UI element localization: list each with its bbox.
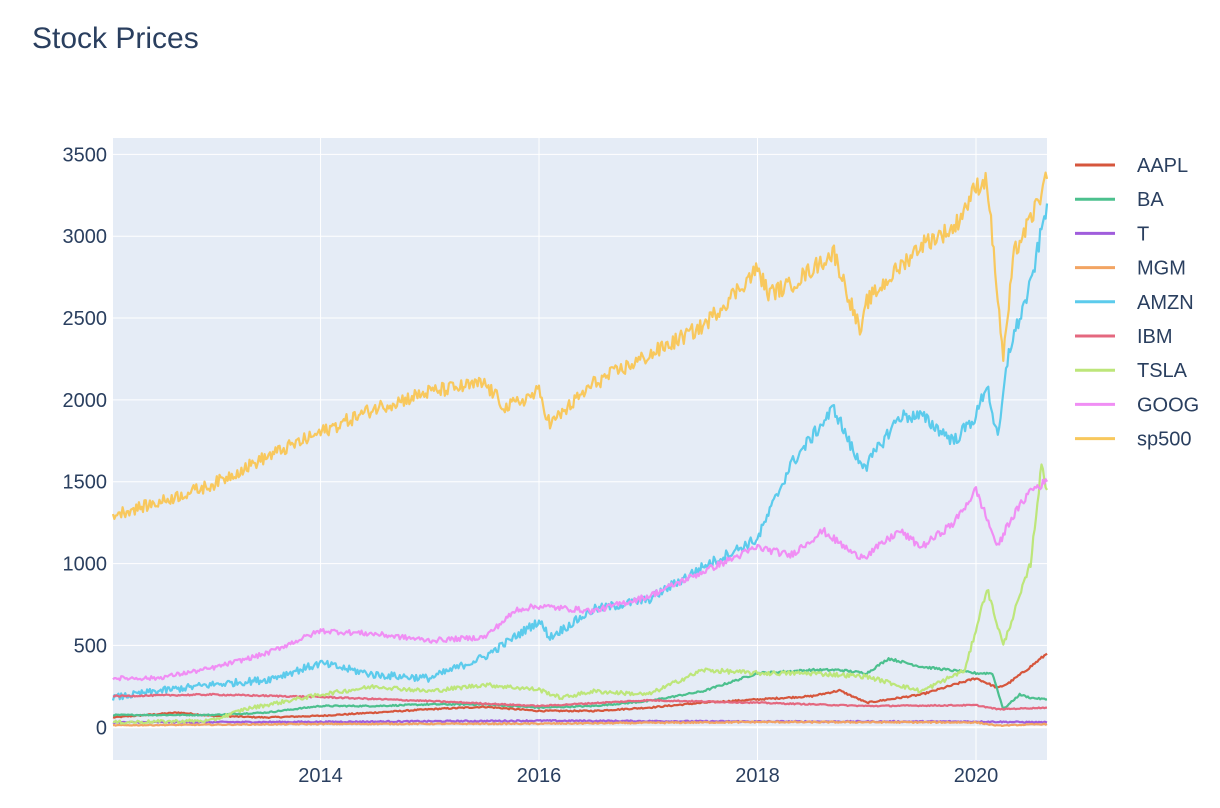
series-line-mgm <box>112 720 1048 728</box>
y-tick-label: 1000 <box>63 554 108 576</box>
x-tick-label: 2018 <box>735 765 780 787</box>
legend-label: AMZN <box>1137 292 1194 314</box>
legend-item-amzn[interactable]: AMZN <box>1075 292 1194 314</box>
series-lines <box>111 171 1049 728</box>
grid-lines <box>113 138 1047 760</box>
legend-label: TSLA <box>1137 360 1188 382</box>
series-line-ba <box>112 657 1048 717</box>
series-line-aapl <box>112 652 1048 720</box>
y-axis-ticks: 0 500 1000 1500 2000 2500 3000 3500 <box>63 144 108 739</box>
x-tick-label: 2016 <box>517 765 562 787</box>
legend-label: T <box>1137 223 1149 245</box>
plot-area <box>113 138 1047 760</box>
legend-label: MGM <box>1137 258 1186 280</box>
series-line-amzn <box>111 203 1049 701</box>
x-axis-ticks: 2014 2016 2018 2020 <box>298 765 998 787</box>
legend-label: AAPL <box>1137 155 1188 177</box>
y-tick-label: 3000 <box>63 226 108 248</box>
series-line-sp500 <box>111 171 1049 521</box>
legend-label: BA <box>1137 189 1164 211</box>
legend[interactable]: AAPL BA T MGM AMZN IBM TSLA GOOG sp500 <box>1075 155 1199 451</box>
series-line-tsla <box>112 463 1048 725</box>
y-tick-label: 2000 <box>63 390 108 412</box>
legend-item-t[interactable]: T <box>1075 223 1149 245</box>
y-tick-label: 1500 <box>63 472 108 494</box>
legend-label: GOOG <box>1137 394 1199 416</box>
y-tick-label: 500 <box>74 635 107 657</box>
series-line-goog <box>112 478 1048 682</box>
legend-item-mgm[interactable]: MGM <box>1075 258 1186 280</box>
legend-item-ibm[interactable]: IBM <box>1075 326 1173 348</box>
x-tick-label: 2014 <box>298 765 343 787</box>
legend-item-sp500[interactable]: sp500 <box>1075 429 1192 451</box>
series-line-ibm <box>112 692 1048 711</box>
legend-item-tsla[interactable]: TSLA <box>1075 360 1188 382</box>
legend-item-goog[interactable]: GOOG <box>1075 394 1199 416</box>
legend-label: sp500 <box>1137 429 1192 451</box>
x-tick-label: 2020 <box>954 765 999 787</box>
chart-title: Stock Prices <box>32 22 199 55</box>
y-tick-label: 2500 <box>63 308 108 330</box>
legend-item-ba[interactable]: BA <box>1075 189 1164 211</box>
legend-item-aapl[interactable]: AAPL <box>1075 155 1188 177</box>
y-tick-label: 3500 <box>63 144 108 166</box>
legend-label: IBM <box>1137 326 1173 348</box>
y-tick-label: 0 <box>96 717 107 739</box>
